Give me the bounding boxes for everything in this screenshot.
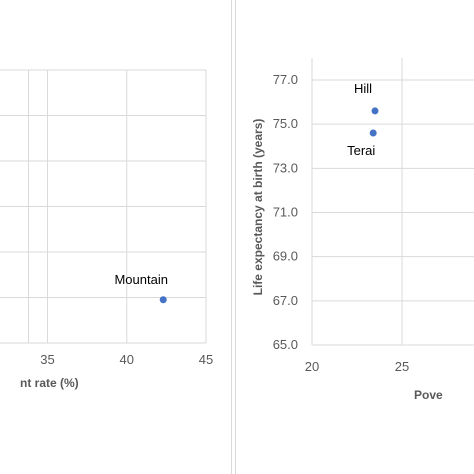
- points-right: Hill Terai: [347, 81, 379, 158]
- point-label-mountain: Mountain: [114, 272, 167, 287]
- chart-panel-right: 20 25 65.0 67.0 69.0 71.0 73.0 75.0 77.0 Hill Te…: [235, 0, 474, 474]
- y-tick-label: 71.0: [273, 205, 298, 220]
- y-tick-label: 73.0: [273, 160, 298, 175]
- y-axis-label-right: Life expectancy at birth (years): [251, 119, 265, 296]
- point-label-terai: Terai: [347, 143, 375, 158]
- scatter-chart-left: 35 40 45 Mountain nt rate (%): [0, 69, 213, 390]
- data-point-hill: [371, 107, 379, 115]
- x-tick-label: 45: [199, 352, 213, 367]
- y-tick-label: 69.0: [273, 249, 298, 264]
- x-axis-label-right: Pove: [414, 388, 443, 402]
- points-left: Mountain: [114, 272, 168, 304]
- y-tick-label: 75.0: [273, 116, 298, 131]
- y-ticks-right: 65.0 67.0 69.0 71.0 73.0 75.0 77.0: [273, 72, 298, 352]
- y-tick-label: 65.0: [273, 337, 298, 352]
- x-tick-label: 25: [395, 359, 409, 374]
- y-tick-label: 67.0: [273, 293, 298, 308]
- data-point-mountain: [159, 296, 167, 304]
- x-tick-label: 20: [305, 359, 319, 374]
- grid-right: [311, 58, 474, 346]
- x-ticks-left: 35 40 45: [40, 352, 213, 367]
- point-label-hill: Hill: [354, 81, 372, 96]
- x-ticks-right: 20 25: [305, 359, 409, 374]
- grid-left: [0, 69, 207, 344]
- scatter-chart-right: 20 25 65.067.069.071.073.075.077.0 HillTe…: [251, 58, 474, 402]
- x-axis-label-left: nt rate (%): [20, 376, 79, 390]
- y-tick-label: 77.0: [273, 72, 298, 87]
- data-point-terai: [369, 129, 377, 137]
- x-tick-label: 40: [120, 352, 134, 367]
- x-tick-label: 35: [40, 352, 54, 367]
- chart-panel-left: 35 40 45 Mountain nt rate (%): [0, 0, 232, 474]
